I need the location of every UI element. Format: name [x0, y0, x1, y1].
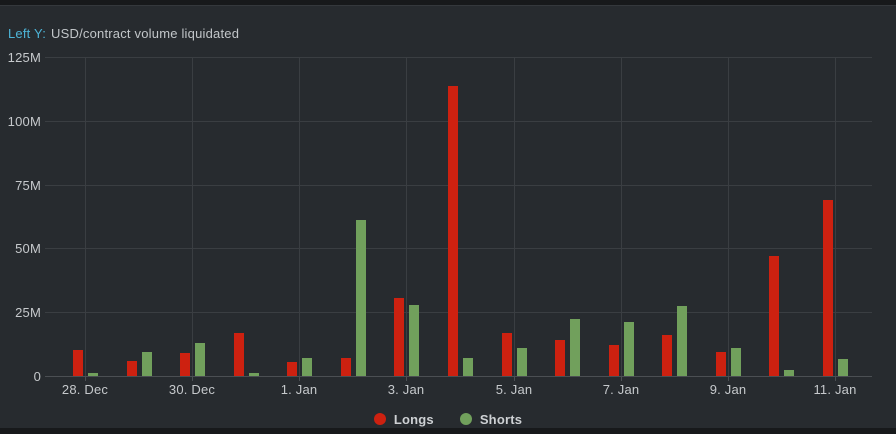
x-axis-label: 5. Jan — [495, 382, 533, 397]
bar-longs-30-dec[interactable] — [180, 353, 190, 376]
bar-longs-5-jan[interactable] — [502, 333, 512, 376]
x-axis-label: 1. Jan — [280, 382, 318, 397]
x-axis-tick — [85, 376, 86, 381]
x-axis-tick — [192, 376, 193, 381]
y-gridline — [45, 57, 872, 58]
x-axis-tick — [406, 376, 407, 381]
bar-longs-6-jan[interactable] — [555, 340, 565, 376]
bar-shorts-2-jan[interactable] — [356, 220, 366, 376]
x-axis-line — [45, 376, 872, 377]
chart-legend: Longs Shorts — [0, 410, 896, 428]
bar-shorts-30-dec[interactable] — [195, 343, 205, 376]
legend-shorts-dot-icon — [459, 413, 472, 425]
bar-longs-3-jan[interactable] — [394, 298, 404, 376]
bar-shorts-31-dec[interactable] — [249, 373, 259, 376]
bar-longs-28-dec[interactable] — [73, 350, 83, 376]
bar-shorts-9-jan[interactable] — [731, 348, 741, 376]
bar-longs-8-jan[interactable] — [662, 335, 672, 376]
x-gridline — [835, 57, 836, 376]
x-axis-label: 11. Jan — [813, 382, 857, 397]
bar-longs-9-jan[interactable] — [716, 352, 726, 376]
bar-shorts-5-jan[interactable] — [517, 348, 527, 376]
x-gridline — [192, 57, 193, 376]
left-y-axis-prefix: Left Y: — [8, 26, 47, 41]
x-gridline — [85, 57, 86, 376]
bar-longs-1-jan[interactable] — [287, 362, 297, 376]
x-axis-label: 3. Jan — [387, 382, 425, 397]
bar-shorts-4-jan[interactable] — [463, 358, 473, 376]
x-axis-label: 28. Dec — [61, 382, 109, 397]
y-axis-label: 75M — [15, 178, 41, 193]
y-axis-label: 50M — [15, 241, 41, 256]
y-gridline — [45, 121, 872, 122]
y-gridline — [45, 248, 872, 249]
bar-shorts-6-jan[interactable] — [570, 319, 580, 376]
legend-longs-dot-icon — [373, 413, 386, 425]
bar-shorts-8-jan[interactable] — [677, 306, 687, 376]
window-frame-bottom — [0, 428, 896, 434]
bar-longs-2-jan[interactable] — [341, 358, 351, 376]
y-axis-label: 125M — [7, 50, 41, 65]
legend-item-shorts[interactable]: Shorts — [459, 411, 523, 427]
bar-shorts-28-dec[interactable] — [88, 373, 98, 376]
x-axis-label: 7. Jan — [602, 382, 640, 397]
bar-longs-10-jan[interactable] — [769, 256, 779, 376]
bar-longs-31-dec[interactable] — [234, 333, 244, 376]
bar-longs-11-jan[interactable] — [823, 200, 833, 376]
y-gridline — [45, 185, 872, 186]
bar-shorts-10-jan[interactable] — [784, 370, 794, 376]
bar-longs-4-jan[interactable] — [448, 86, 458, 376]
legend-item-label: Shorts — [479, 411, 523, 427]
y-axis-label: 0 — [33, 369, 41, 384]
bar-shorts-1-jan[interactable] — [302, 358, 312, 376]
y-gridline — [45, 312, 872, 313]
bar-shorts-29-dec[interactable] — [142, 352, 152, 376]
x-gridline — [299, 57, 300, 376]
y-axis-label: 25M — [15, 305, 41, 320]
window-frame-top — [0, 0, 896, 6]
legend-item-longs[interactable]: Longs — [373, 411, 434, 427]
bar-longs-7-jan[interactable] — [609, 345, 619, 376]
x-axis-label: 30. Dec — [168, 382, 216, 397]
bar-shorts-3-jan[interactable] — [409, 305, 419, 376]
bar-shorts-11-jan[interactable] — [838, 359, 848, 376]
x-gridline — [514, 57, 515, 376]
x-axis-tick — [835, 376, 836, 381]
bar-longs-29-dec[interactable] — [127, 361, 137, 376]
x-gridline — [621, 57, 622, 376]
x-axis-label: 9. Jan — [709, 382, 747, 397]
chart-header: Left Y: USD/contract volume liquidated — [8, 26, 239, 41]
x-gridline — [406, 57, 407, 376]
x-gridline — [728, 57, 729, 376]
legend-item-label: Longs — [393, 411, 434, 427]
x-axis-tick — [514, 376, 515, 381]
axis-title-label: USD/contract volume liquidated — [51, 26, 240, 41]
bar-shorts-7-jan[interactable] — [624, 322, 634, 376]
x-axis-tick — [299, 376, 300, 381]
x-axis-tick — [728, 376, 729, 381]
x-axis-tick — [621, 376, 622, 381]
y-axis-label: 100M — [7, 114, 41, 129]
